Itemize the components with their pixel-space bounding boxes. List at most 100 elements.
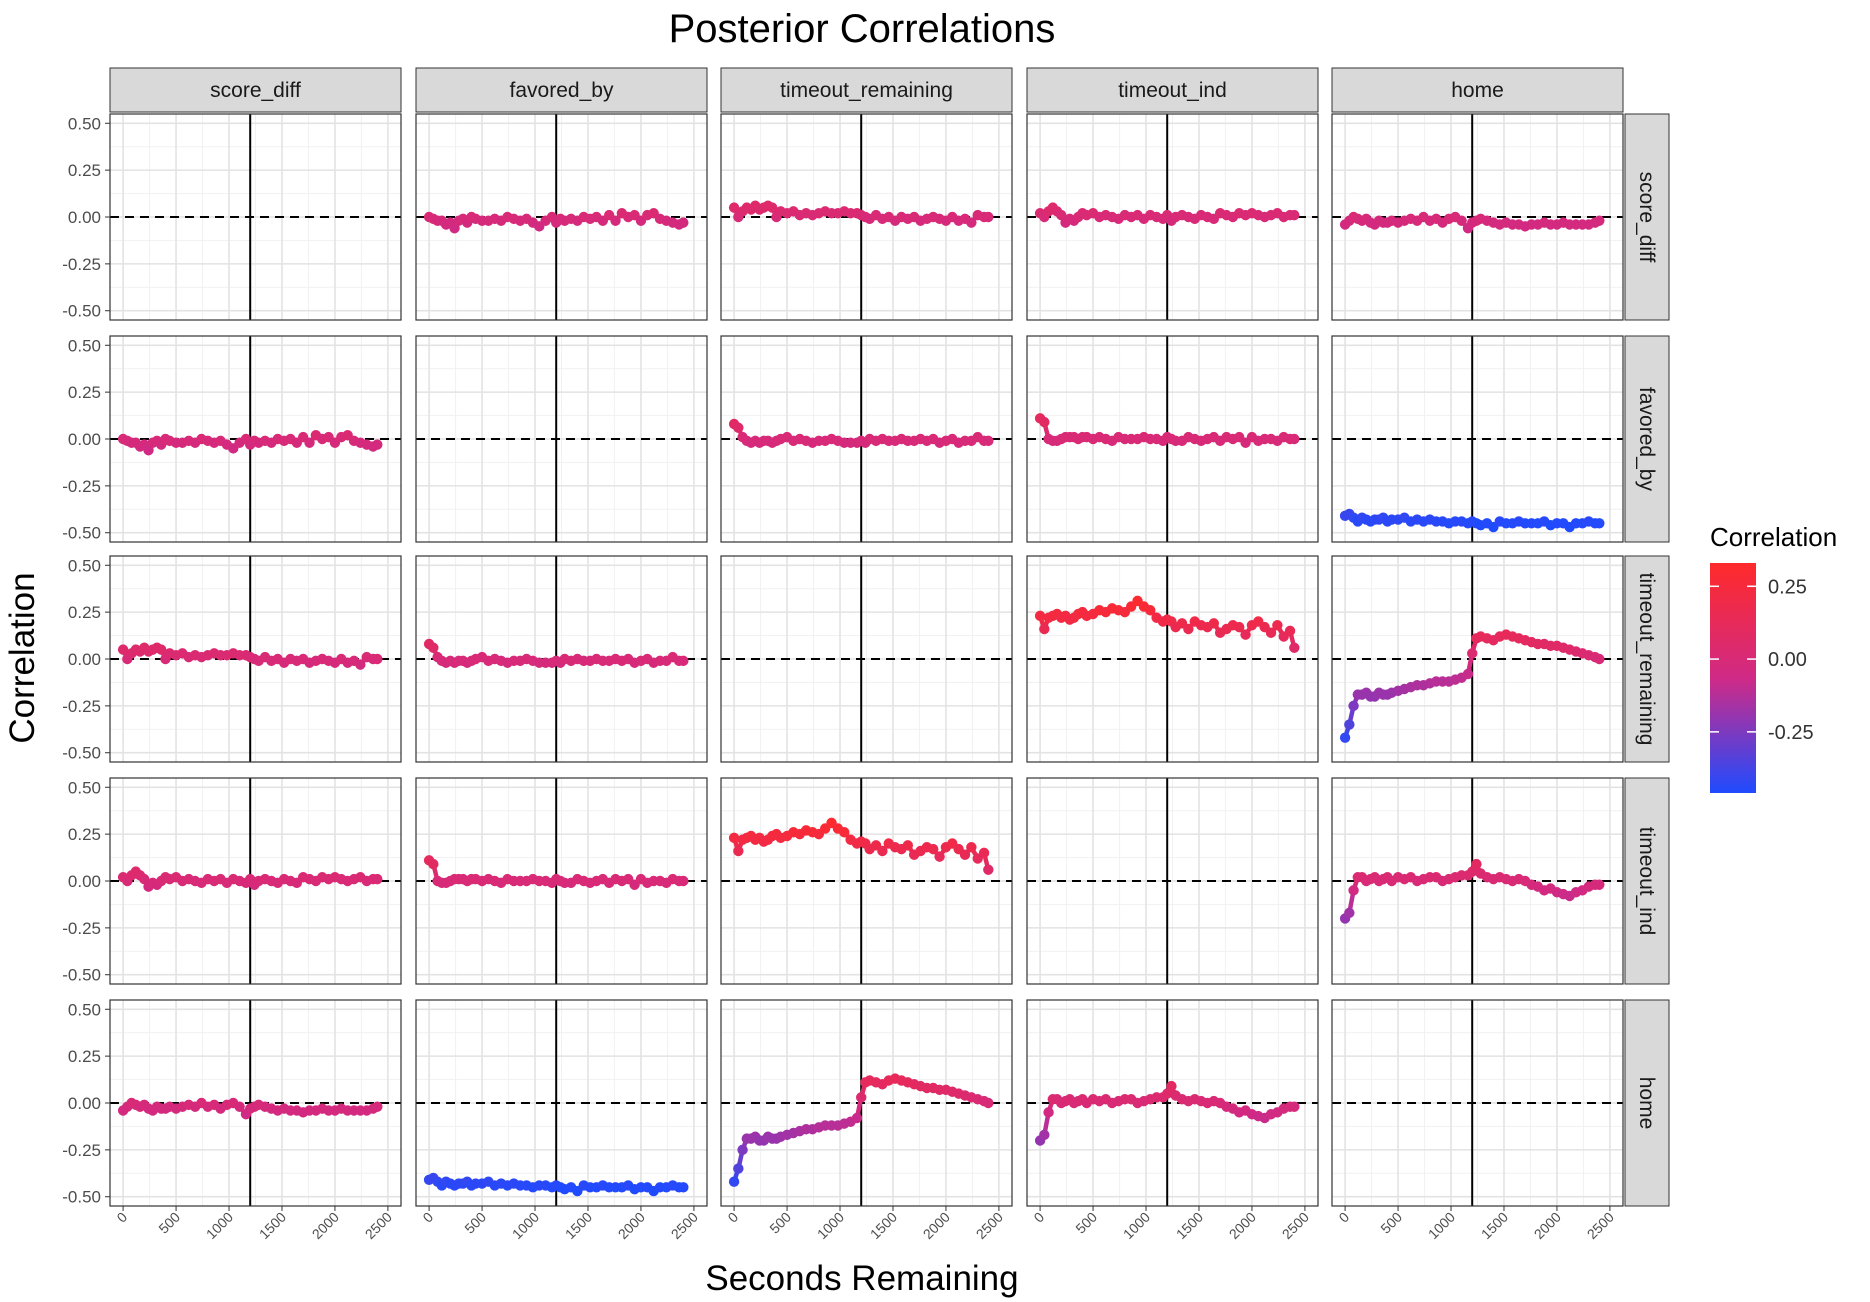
data-point [983,211,994,223]
y-tick-label: -0.50 [62,302,101,321]
data-point [610,215,621,226]
x-tick-label: 0 [1030,1209,1047,1226]
legend-label: -0.25 [1768,722,1814,744]
panel-border [720,113,1013,321]
data-point [372,439,383,450]
data-point [733,422,744,433]
facet-grid: score_diff favored_by timeout_remaining tim… [62,67,1670,1242]
panel-border [415,777,708,985]
y-tick-label: 0.00 [68,1094,101,1113]
panel-timeout_remaining-home [1331,555,1624,763]
data-point [978,847,990,859]
y-tick-label: -0.50 [62,966,101,985]
data-point [966,217,977,228]
x-tick-label: 1500 [1478,1209,1511,1242]
panel-border [1331,999,1624,1207]
data-point [1043,1107,1054,1118]
panel-score_diff-score_diff: 0.50 0.25 0.00 -0.25 -0.50 [62,113,402,321]
y-tick-label: 0.25 [68,825,101,844]
data-point [928,843,939,855]
data-point [304,437,315,448]
x-tick-label: 1000 [1120,1209,1153,1242]
x-tick-label: 1500 [1173,1209,1206,1242]
panel-timeout_ind-score_diff: 0.50 0.25 0.00 -0.25 -0.50 [62,777,402,985]
data-point [983,1097,994,1109]
panel-border [1331,335,1624,543]
data-point [1039,416,1050,428]
panel-home-score_diff: 0.50 0.25 0.00 -0.25 -0.50 0 500 1000 1500 2000 25… [62,999,402,1242]
panel-border [1331,113,1624,321]
panel-favored_by-timeout_remaining [720,335,1013,543]
strip-top-label-favored_by: favored_by [510,79,614,102]
x-tick-label: 1500 [562,1209,595,1242]
data-point [428,642,439,653]
panel-border [1026,777,1319,985]
x-tick-label: 500 [155,1209,183,1237]
strip-top-home [1331,67,1624,113]
data-point [1348,700,1359,712]
strip-top-label-score_diff: score_diff [210,79,301,102]
data-point [117,644,129,655]
panel-border [1026,335,1319,543]
x-tick-label: 2000 [1531,1209,1564,1242]
panel-score_diff-favored_by [415,113,708,321]
legend-colorbar [1710,563,1756,793]
y-tick-label: 0.25 [68,383,101,402]
strip-right-favored_by [1624,335,1670,543]
x-tick-label: 2500 [1584,1209,1617,1242]
y-tick-label: 0.50 [68,336,101,355]
x-tick-label: 1500 [256,1209,289,1242]
data-point [1344,719,1355,730]
panel-border [415,999,708,1207]
panel-favored_by-timeout_ind [1026,335,1319,543]
data-point [1289,642,1300,653]
data-point [877,845,888,857]
y-tick-label: 0.00 [68,650,101,669]
strip-right-label-home: home [1635,1077,1658,1130]
strip-top-favored_by [415,67,708,113]
panel-timeout_remaining-timeout_remaining [720,555,1013,763]
panel-timeout_ind-timeout_ind [1026,777,1319,985]
x-tick-label: 2500 [362,1209,395,1242]
strip-top-score_diff [109,67,402,113]
strip-right-label-timeout_ind: timeout_ind [1635,827,1658,936]
y-tick-label: 0.50 [68,778,101,797]
panel-timeout_ind-favored_by [415,777,708,985]
data-point [728,202,740,213]
panel-border [415,335,708,543]
x-tick-label: 2000 [309,1209,342,1242]
x-tick-label: 2500 [973,1209,1006,1242]
panel-score_diff-home [1331,113,1624,321]
data-point [934,851,945,862]
x-tick-label: 0 [419,1209,436,1226]
data-point [1289,1101,1300,1112]
x-tick-label: 2000 [615,1209,648,1242]
data-point [959,849,971,860]
y-tick-label: -0.50 [62,744,101,763]
data-point [1594,879,1605,890]
data-point [1166,1080,1177,1092]
x-tick-label: 500 [766,1209,794,1237]
data-point [983,435,994,447]
data-point [1039,1129,1050,1141]
y-tick-label: 0.00 [68,430,101,449]
strip-right-score_diff [1624,113,1670,321]
x-tick-label: 1000 [509,1209,542,1242]
panel-favored_by-favored_by [415,335,708,543]
data-point [1145,605,1156,616]
data-point [1348,885,1359,896]
data-point [1467,648,1478,659]
strip-top-timeout_ind [1026,67,1319,113]
y-tick-label: -0.25 [62,1141,101,1160]
panel-timeout_ind-timeout_remaining [720,777,1013,985]
data-point [678,1182,689,1193]
x-tick-label: 2000 [920,1209,953,1242]
y-tick-label: 0.00 [68,872,101,891]
panel-score_diff-timeout_ind [1026,113,1319,321]
data-point [678,217,689,228]
panel-border [1026,113,1319,321]
data-point [372,653,383,665]
data-point [1339,732,1351,743]
panel-favored_by-score_diff: 0.50 0.25 0.00 -0.25 -0.50 [62,335,402,543]
data-point [156,644,167,655]
